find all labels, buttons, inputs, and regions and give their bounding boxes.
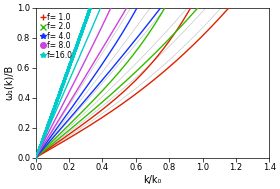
Y-axis label: ω₁(k)/B: ω₁(k)/B bbox=[4, 65, 14, 100]
Legend: f= 1.0, f= 2.0, f= 4.0, f= 8.0, f=16.0: f= 1.0, f= 2.0, f= 4.0, f= 8.0, f=16.0 bbox=[39, 12, 75, 61]
X-axis label: k/k₀: k/k₀ bbox=[143, 175, 162, 185]
